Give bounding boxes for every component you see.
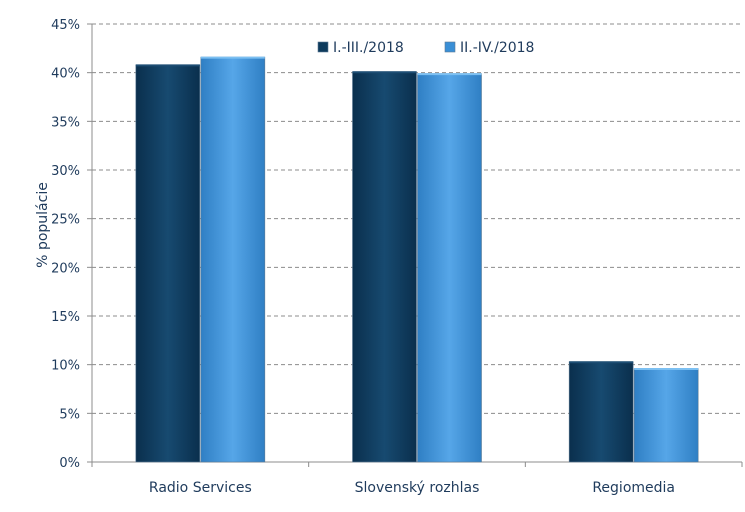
y-tick-label-7: 35% — [51, 115, 80, 130]
y-tick-label-2: 10% — [51, 359, 80, 374]
x-category-label-1: Slovenský rozhlas — [355, 480, 480, 496]
x-category-label-2: Regiomedia — [592, 480, 675, 496]
bars — [135, 56, 699, 463]
axes — [87, 23, 743, 467]
y-tick-label-4: 20% — [51, 261, 80, 276]
bar-regiomedia-series-2 — [633, 368, 699, 463]
y-tick-label-5: 25% — [51, 213, 80, 228]
y-tick-label-0: 0% — [59, 456, 80, 471]
labels: 0% 5% 10% 15% 20% 25% 30% 35% 40% 45% Radio Servic… — [51, 18, 675, 496]
bar-regiomedia-series-1 — [568, 361, 634, 463]
legend: I.-III./2018 II.-IV./2018 — [317, 40, 534, 56]
y-tick-label-1: 5% — [59, 407, 80, 422]
y-tick-label-3: 15% — [51, 310, 80, 325]
y-tick-label-8: 40% — [51, 67, 80, 82]
legend-label-series-1: I.-III./2018 — [333, 40, 404, 56]
bar-radio-services-series-1 — [135, 64, 201, 463]
bar-radio-services-series-2 — [200, 56, 266, 463]
legend-swatch-series-1 — [317, 41, 329, 53]
y-tick-label-6: 30% — [51, 164, 80, 179]
y-tick-label-9: 45% — [51, 18, 80, 33]
bar-slovensk-rozhlas-series-2 — [417, 73, 482, 463]
bar-slovensk-rozhlas-series-1 — [352, 71, 417, 463]
x-category-label-0: Radio Services — [149, 480, 252, 496]
legend-label-series-2: II.-IV./2018 — [460, 40, 534, 56]
gridlines — [92, 23, 742, 414]
legend-swatch-series-2 — [444, 41, 456, 53]
y-axis-title: % populácie — [35, 182, 51, 268]
